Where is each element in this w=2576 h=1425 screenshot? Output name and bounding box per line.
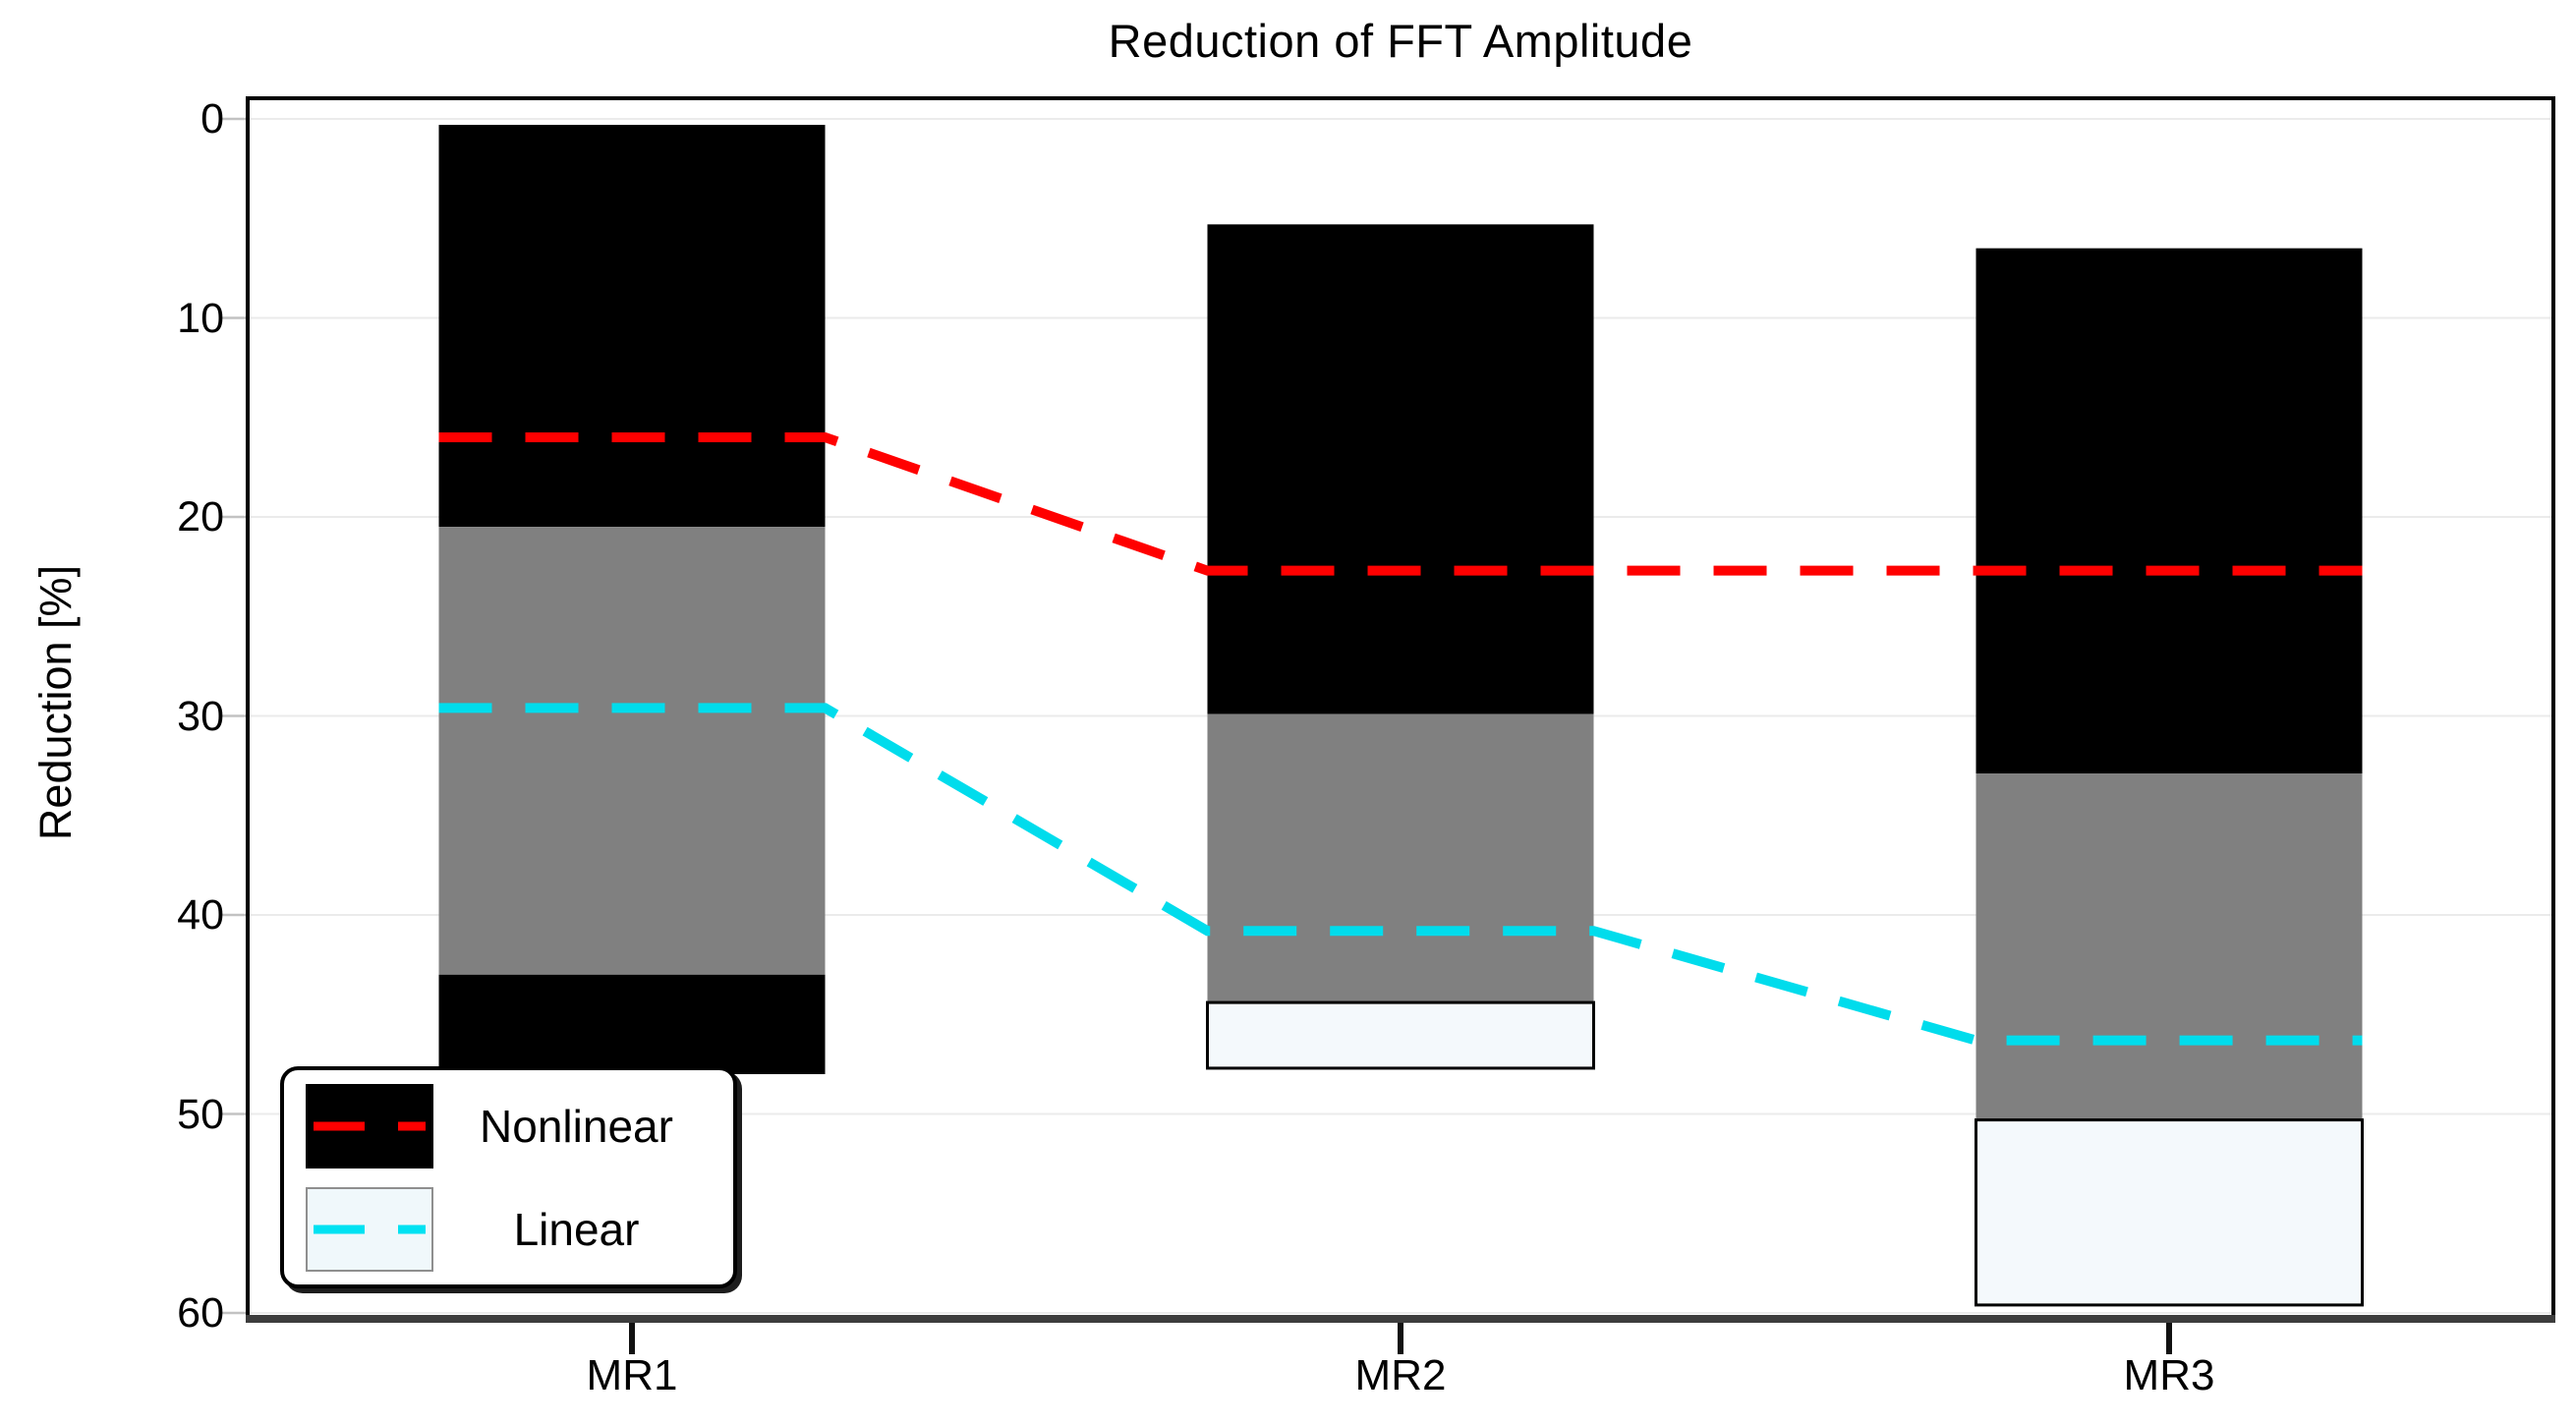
y-tick-label-60: 60 — [177, 1289, 224, 1337]
bar-MR3-segment-0-black — [1975, 248, 2363, 774]
legend-label-linear: Linear — [513, 1203, 640, 1255]
line-linear — [438, 703, 2363, 1046]
x-label-MR3: MR3 — [2123, 1351, 2215, 1399]
bar-MR3-segment-2-white — [1975, 1118, 2364, 1307]
bar-MR2-segment-1-gray — [1207, 713, 1594, 1003]
y-tick-label-10: 10 — [177, 294, 224, 342]
bar-MR2-segment-0-black — [1207, 224, 1594, 714]
bar-MR2-segment-2-white — [1206, 1000, 1595, 1070]
y-tick-label-40: 40 — [177, 891, 224, 939]
red-dashed-line-icon — [314, 1121, 426, 1130]
x-label-MR1: MR1 — [586, 1351, 678, 1399]
legend-label-nonlinear: Nonlinear — [480, 1100, 673, 1152]
linear-swatch-icon — [306, 1186, 433, 1272]
bar-MR1-segment-0-black — [438, 125, 826, 528]
bar-MR3-segment-1-gray — [1975, 773, 2363, 1120]
y-tick-label-50: 50 — [177, 1090, 224, 1138]
bar-MR1-segment-1-gray — [438, 527, 826, 975]
line-nonlinear — [438, 432, 2363, 576]
y-tick-label-30: 30 — [177, 692, 224, 740]
x-label-MR2: MR2 — [1354, 1351, 1447, 1399]
legend-entry-nonlinear: Nonlinear — [306, 1083, 719, 1168]
y-tick-label-0: 0 — [200, 95, 224, 142]
y-axis-label: Reduction [%] — [30, 564, 81, 841]
bar-MR1-segment-2-black — [438, 974, 826, 1074]
chart-title: Reduction of FFT Amplitude — [1108, 15, 1693, 67]
nonlinear-swatch-icon — [306, 1083, 433, 1168]
legend-box: Nonlinear Linear — [280, 1066, 737, 1288]
cyan-dashed-line-icon — [314, 1225, 426, 1233]
legend-entry-linear: Linear — [306, 1186, 719, 1272]
y-tick-label-20: 20 — [177, 493, 224, 541]
